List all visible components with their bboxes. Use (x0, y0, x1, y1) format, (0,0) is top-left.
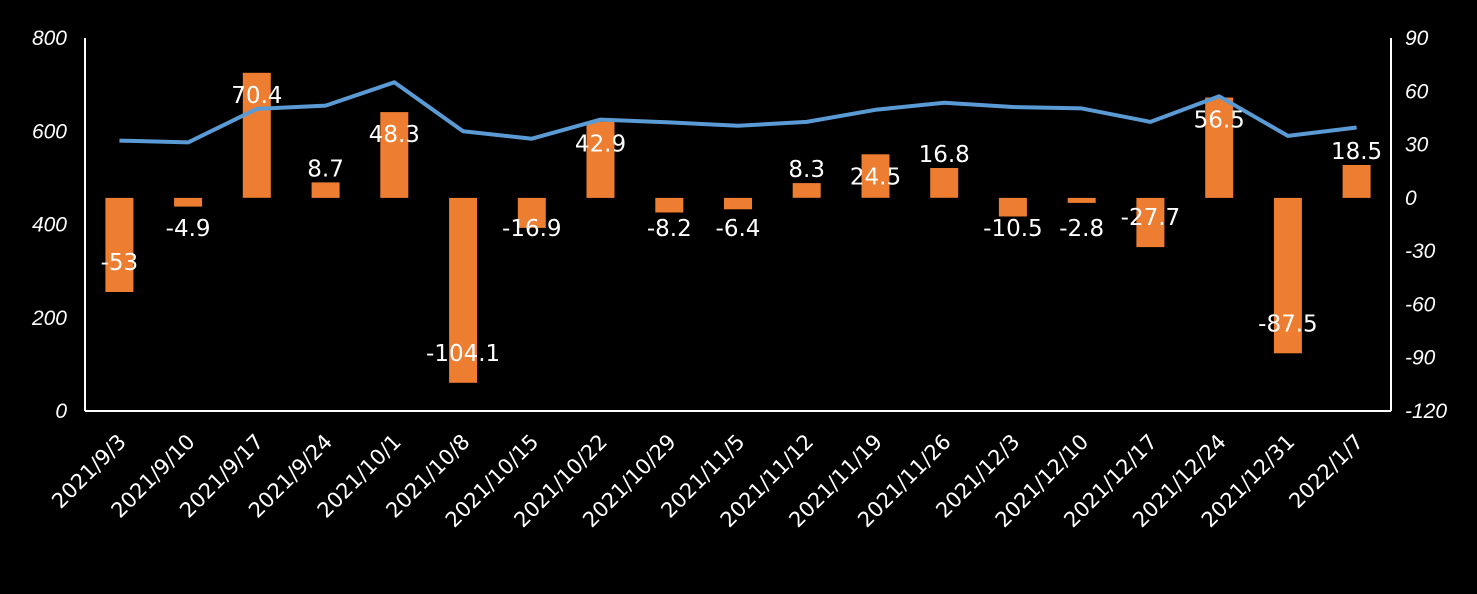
bar-label-2021/9/3: -53 (101, 250, 139, 276)
x-axis-ticks: 2021/9/32021/9/102021/9/172021/9/242021/… (47, 430, 1368, 533)
bar-label-2022/1/7: 18.5 (1331, 139, 1382, 165)
bar-2021/10/8 (449, 197, 478, 383)
bar-series (105, 72, 1371, 383)
bar-label-2021/9/17: 70.4 (231, 83, 282, 109)
bar-2021/10/15 (517, 197, 546, 228)
bar-label-2021/9/24: 8.7 (307, 156, 344, 182)
right-tick-label: 30 (1405, 134, 1429, 157)
bar-label-2021/11/19: 24.5 (850, 164, 901, 190)
bar-2021/11/5 (724, 197, 752, 210)
right-tick-label: -120 (1405, 400, 1447, 423)
bar-2021/10/22 (586, 121, 615, 198)
bar-2021/9/3 (105, 197, 134, 292)
left-tick-label: 0 (55, 400, 67, 423)
bar-label-2021/11/5: -6.4 (716, 216, 761, 242)
bar-label-2021/11/26: 16.8 (919, 142, 970, 168)
left-tick-label: 200 (31, 307, 67, 330)
bar-2021/9/24 (311, 182, 340, 198)
left-axis-ticks: 0 200 400 600 800 (31, 27, 67, 423)
line-series (119, 80, 1357, 145)
right-tick-label: 90 (1405, 27, 1429, 50)
line-series-layer (119, 80, 1357, 145)
bar-label-2021/12/10: -2.8 (1059, 216, 1104, 242)
left-tick-label: 400 (32, 214, 67, 237)
left-tick-label: 800 (32, 27, 67, 50)
right-tick-label: 60 (1405, 80, 1429, 103)
bar-2021/11/26 (930, 168, 959, 198)
bar-label-2021/12/17: -27.7 (1121, 205, 1181, 231)
bar-2021/9/10 (174, 197, 203, 207)
bar-label-2021/12/31: -87.5 (1258, 311, 1318, 337)
bar-data-labels: -53 -4.9 70.4 8.7 48.3 -104.1 -16.9 42.9 -8.2 -6.… (101, 83, 1383, 367)
bar-2021/12/3 (998, 197, 1027, 217)
bar-2021/12/10 (1067, 197, 1096, 203)
bar-label-2021/10/1: 48.3 (369, 122, 420, 148)
bar-2021/10/29 (655, 197, 684, 213)
right-tick-label: -60 (1405, 293, 1436, 316)
bar-label-2021/12/24: 56.5 (1194, 108, 1245, 134)
bar-label-2021/10/22: 42.9 (575, 132, 626, 158)
bar-2021/12/24 (1205, 97, 1234, 198)
bar-2022/1/7 (1342, 165, 1371, 198)
right-axis-ticks: -120 -90 -60 -30 0 30 60 90 (1405, 27, 1447, 423)
bar-2021/11/19 (861, 154, 890, 198)
bar-2021/11/12 (792, 183, 821, 198)
right-tick-label: -90 (1405, 347, 1436, 370)
bar-label-2021/10/29: -8.2 (647, 216, 692, 242)
left-tick-label: 600 (32, 120, 67, 143)
bar-2021/9/17 (242, 72, 271, 198)
bar-label-2021/11/12: 8.3 (788, 157, 825, 183)
bar-label-2021/9/10: -4.9 (166, 216, 211, 242)
bar-2021/12/17 (1136, 197, 1165, 248)
bar-label-2021/12/3: -10.5 (983, 216, 1043, 242)
right-tick-label: 0 (1405, 187, 1417, 210)
bar-label-2021/10/8: -104.1 (426, 341, 500, 367)
bar-2021/10/1 (380, 112, 409, 198)
bar-label-2021/10/15: -16.9 (502, 216, 562, 242)
bar-2021/12/31 (1273, 197, 1302, 354)
right-tick-label: -30 (1405, 240, 1436, 263)
axes (84, 38, 1392, 412)
x-tick-label: 2022/1/7 (1284, 430, 1368, 514)
